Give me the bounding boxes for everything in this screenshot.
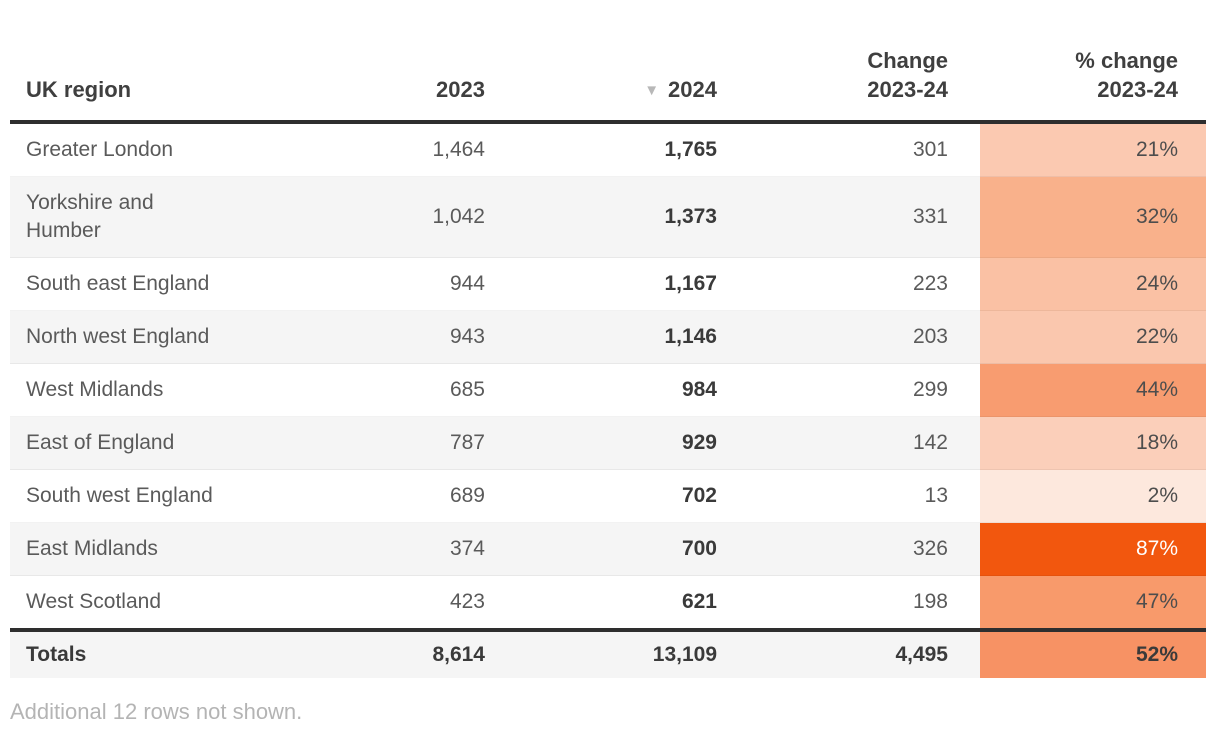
value-2023-cell: 943 [250, 310, 517, 364]
column-header-2023[interactable]: 2023 [250, 0, 517, 125]
table-row: South east England 944 1,167 223 24% [10, 257, 1206, 311]
pct-change-heatmap-cell: 32% [980, 176, 1206, 258]
table-container: UK region 2023 ▼ 2024 Change 2023-24 % ch… [10, 0, 1206, 679]
pct-change-heatmap-cell: 18% [980, 416, 1206, 470]
value-2024-cell: 621 [517, 575, 749, 631]
totals-label: Totals [10, 628, 250, 679]
table-row: East Midlands 374 700 326 87% [10, 522, 1206, 576]
change-cell: 301 [912, 138, 948, 162]
value-2023-cell: 689 [250, 469, 517, 523]
pct-change-heatmap-cell: 24% [980, 257, 1206, 311]
table-row: Greater London 1,464 1,765 301 21% [10, 122, 1206, 177]
region-cell: East Midlands [10, 522, 250, 576]
value-2024-cell: 1,167 [517, 257, 749, 311]
region-cell: West Scotland [10, 575, 250, 631]
regions-table: UK region 2023 ▼ 2024 Change 2023-24 % ch… [10, 0, 1206, 679]
header-row: UK region 2023 ▼ 2024 Change 2023-24 % ch… [10, 0, 1206, 125]
value-2024-cell: 929 [517, 416, 749, 470]
change-cell: 299 [749, 363, 980, 417]
value-2024-cell: 700 [517, 522, 749, 576]
table-row: North west England 943 1,146 203 22% [10, 310, 1206, 364]
value-2023-cell: 944 [250, 257, 517, 311]
value-2023-cell: 685 [250, 363, 517, 417]
value-2023-cell: 787 [250, 416, 517, 470]
value-2024-cell: 1,146 [517, 310, 749, 364]
region-cell: South east England [10, 257, 250, 311]
value-2023-cell: 1,042 [250, 176, 517, 258]
totals-2023: 8,614 [250, 628, 517, 679]
totals-2024: 13,109 [517, 628, 749, 679]
table-body: Greater London 1,464 1,765 301 21% Yorks… [10, 122, 1206, 631]
value-2023-cell: 423 [250, 575, 517, 631]
region-cell: North west England [10, 310, 250, 364]
change-cell: 198 [749, 575, 980, 631]
change-cell: 142 [749, 416, 980, 470]
value-2024-cell: 1,765 [664, 138, 717, 162]
pct-change-heatmap-cell: 22% [980, 310, 1206, 364]
value-2023-cell: 374 [250, 522, 517, 576]
column-header-uk-region[interactable]: UK region [10, 0, 250, 125]
sort-descending-icon: ▼ [644, 82, 660, 100]
table-row: Yorkshire and Humber 1,042 1,373 331 32% [10, 176, 1206, 258]
table-row: South west England 689 702 13 2% [10, 469, 1206, 523]
column-header-2024-label: 2024 [668, 77, 717, 103]
totals-row: Totals 8,614 13,109 4,495 52% [10, 628, 1206, 679]
value-2024-cell: 1,373 [517, 176, 749, 258]
table-row: East of England 787 929 142 18% [10, 416, 1206, 470]
value-2024-cell: 984 [517, 363, 749, 417]
change-cell: 203 [749, 310, 980, 364]
region-cell: West Midlands [10, 363, 250, 417]
pct-change-heatmap-cell: 44% [980, 363, 1206, 417]
totals-change: 4,495 [749, 628, 980, 679]
change-cell: 223 [749, 257, 980, 311]
region-cell: East of England [10, 416, 250, 470]
pct-change-heatmap-cell: 21% [980, 122, 1206, 177]
region-cell: South west England [10, 469, 250, 523]
value-2023-cell: 1,464 [432, 138, 485, 162]
column-header-change[interactable]: Change 2023-24 [749, 0, 980, 125]
column-header-2024[interactable]: ▼ 2024 [517, 0, 749, 125]
pct-change-heatmap-cell: 87% [980, 522, 1206, 576]
change-cell: 326 [749, 522, 980, 576]
totals-pct-change: 52% [980, 628, 1206, 679]
change-cell: 331 [749, 176, 980, 258]
region-cell: Yorkshire and Humber [10, 176, 250, 258]
pct-change-heatmap-cell: 47% [980, 575, 1206, 631]
pct-change-heatmap-cell: 2% [980, 469, 1206, 523]
region-cell: Greater London [26, 138, 174, 162]
column-header-pct-change[interactable]: % change 2023-24 [980, 0, 1206, 125]
table-row: West Midlands 685 984 299 44% [10, 363, 1206, 417]
table-row: West Scotland 423 621 198 47% [10, 575, 1206, 631]
value-2024-cell: 702 [517, 469, 749, 523]
table-note: Additional 12 rows not shown. [10, 699, 303, 725]
change-cell: 13 [749, 469, 980, 523]
